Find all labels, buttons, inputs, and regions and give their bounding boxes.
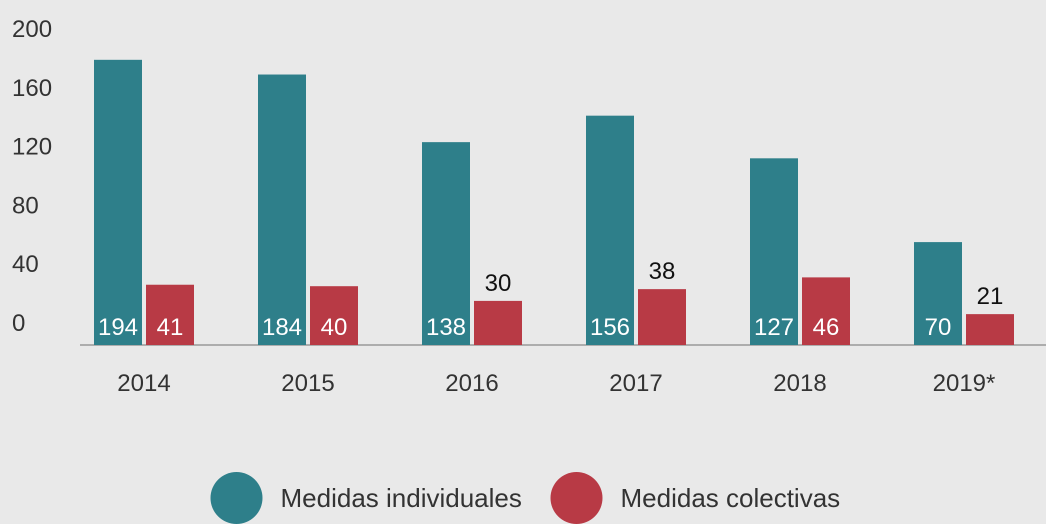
legend-label: Medidas individuales — [281, 483, 522, 513]
bar — [422, 142, 470, 345]
value-label: 21 — [977, 283, 1004, 310]
y-tick-label: 120 — [12, 134, 52, 161]
bar — [802, 277, 850, 345]
x-tick-label: 2016 — [445, 370, 498, 397]
value-label: 127 — [754, 314, 794, 341]
value-label: 156 — [590, 314, 630, 341]
legend-swatch — [550, 472, 603, 524]
value-label: 41 — [157, 314, 184, 341]
legend-swatch — [210, 472, 263, 524]
bar — [146, 284, 194, 345]
bar — [750, 158, 798, 345]
bar — [638, 289, 686, 345]
value-label: 194 — [98, 314, 138, 341]
x-tick-label: 2014 — [117, 370, 170, 397]
bar — [914, 242, 962, 345]
value-label: 184 — [262, 314, 302, 341]
y-tick-label: 200 — [12, 16, 52, 43]
value-label: 38 — [649, 258, 676, 285]
value-label: 138 — [426, 314, 466, 341]
legend-label: Medidas colectivas — [621, 483, 841, 513]
y-tick-label: 40 — [12, 251, 39, 278]
bar — [586, 115, 634, 346]
value-label: 46 — [813, 314, 840, 341]
value-label: 70 — [925, 314, 952, 341]
bar — [94, 59, 142, 345]
y-tick-label: 0 — [12, 310, 25, 337]
value-label: 40 — [321, 314, 348, 341]
bar — [474, 300, 522, 345]
x-tick-label: 2017 — [609, 370, 662, 397]
x-tick-label: 2018 — [773, 370, 826, 397]
y-tick-label: 160 — [12, 75, 52, 102]
x-tick-label: 2015 — [281, 370, 334, 397]
value-label: 30 — [485, 270, 512, 297]
bar — [258, 74, 306, 346]
bar — [966, 314, 1014, 345]
bar — [310, 286, 358, 345]
x-tick-label: 2019* — [933, 370, 996, 397]
y-tick-label: 80 — [12, 192, 39, 219]
